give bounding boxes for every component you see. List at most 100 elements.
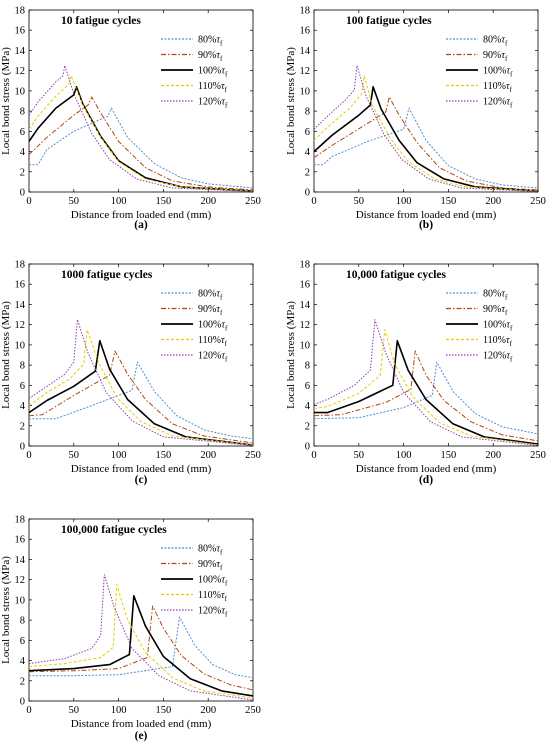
- y-tick-label: 12: [15, 575, 26, 586]
- x-tick-label: 100: [111, 450, 127, 461]
- x-tick-label: 0: [26, 196, 31, 207]
- legend-label-s120: 120%τf: [483, 97, 513, 110]
- y-tick-label: 0: [305, 188, 310, 199]
- series-line-s80: [29, 616, 253, 679]
- y-tick-label: 0: [20, 697, 25, 708]
- x-tick-label: 200: [485, 450, 501, 461]
- legend-label-s100: 100%τf: [483, 66, 513, 79]
- legend-label-s90: 90%τf: [198, 559, 223, 572]
- plot-frame: [313, 9, 539, 193]
- y-tick-label: 6: [20, 127, 25, 138]
- chart-title: 10,000 fatigue cycles: [346, 269, 446, 281]
- series-line-s120: [29, 319, 253, 446]
- panel-label: (c): [135, 474, 148, 486]
- x-tick-label: 0: [26, 450, 31, 461]
- series-line-s110: [29, 584, 253, 699]
- plot-frame: [28, 518, 254, 702]
- y-tick-label: 6: [20, 381, 25, 392]
- x-axis-label: Distance from loaded end (mm): [71, 718, 212, 730]
- series-line-s90: [314, 350, 538, 442]
- y-tick-label: 2: [305, 421, 310, 432]
- panel-label: (b): [419, 219, 433, 231]
- legend-label-s120: 120%τf: [198, 606, 228, 619]
- x-tick-label: 50: [69, 705, 80, 716]
- x-tick-label: 250: [245, 450, 261, 461]
- chart-panel: 0 50 100 150 200 250 0 2 4 6 8 10 12 14 16 18 Distance f…: [0, 515, 261, 743]
- y-axis-label: Local bond stress (MPa): [285, 301, 297, 409]
- y-tick-label: 0: [20, 442, 25, 453]
- series-line-s90: [29, 605, 253, 691]
- x-tick-label: 200: [485, 196, 501, 207]
- legend-label-s80: 80%τf: [483, 35, 508, 48]
- legend-label-s120: 120%τf: [198, 351, 228, 364]
- x-tick-label: 150: [156, 196, 172, 207]
- y-tick-label: 14: [300, 300, 311, 311]
- y-tick-label: 18: [15, 260, 26, 271]
- x-tick-label: 100: [396, 196, 412, 207]
- y-tick-label: 10: [300, 86, 311, 97]
- legend-label-s90: 90%τf: [198, 50, 223, 63]
- legend-label-s100: 100%τf: [483, 320, 513, 333]
- panel-label: (a): [134, 219, 148, 231]
- chart-panel: 0 50 100 150 200 250 0 2 4 6 8 10 12 14 16 18 Distance f…: [0, 6, 261, 232]
- y-tick-label: 18: [15, 515, 26, 526]
- series-line-s100: [29, 339, 253, 446]
- y-tick-label: 16: [15, 280, 26, 291]
- series-line-s90: [314, 96, 538, 191]
- y-tick-label: 16: [15, 26, 26, 37]
- series-line-s80: [29, 107, 253, 189]
- series-line-s90: [29, 96, 253, 191]
- y-tick-label: 10: [300, 340, 311, 351]
- y-tick-label: 12: [300, 320, 311, 331]
- series-line-s110: [314, 329, 538, 446]
- x-tick-label: 100: [111, 196, 127, 207]
- y-axis-label: Local bond stress (MPa): [285, 47, 297, 155]
- chart-title: 1000 fatigue cycles: [61, 269, 153, 281]
- y-tick-label: 14: [15, 555, 26, 566]
- y-tick-label: 4: [20, 401, 26, 412]
- y-tick-label: 10: [15, 595, 26, 606]
- x-tick-label: 50: [354, 450, 365, 461]
- legend-label-s90: 90%τf: [483, 50, 508, 63]
- x-tick-label: 50: [354, 196, 365, 207]
- x-tick-label: 200: [200, 196, 216, 207]
- x-tick-label: 50: [69, 196, 80, 207]
- x-tick-label: 250: [530, 196, 546, 207]
- y-tick-label: 18: [300, 260, 311, 271]
- y-axis-label: Local bond stress (MPa): [0, 301, 12, 409]
- y-tick-label: 14: [15, 300, 26, 311]
- y-tick-label: 0: [20, 188, 25, 199]
- x-tick-label: 100: [396, 450, 412, 461]
- panel-label: (d): [419, 474, 433, 486]
- legend-label-s100: 100%τf: [198, 320, 228, 333]
- y-tick-label: 8: [20, 361, 25, 372]
- y-tick-label: 4: [20, 656, 26, 667]
- series-line-s80: [314, 361, 538, 435]
- y-tick-label: 8: [305, 107, 310, 118]
- chart-title: 100,000 fatigue cycles: [61, 524, 167, 536]
- y-tick-label: 16: [15, 535, 26, 546]
- y-tick-label: 2: [20, 167, 25, 178]
- x-tick-label: 150: [441, 196, 457, 207]
- x-tick-label: 150: [156, 705, 172, 716]
- x-axis-label: Distance from loaded end (mm): [356, 209, 497, 221]
- y-tick-label: 18: [300, 6, 311, 17]
- series-line-s110: [29, 75, 253, 192]
- legend-label-s90: 90%τf: [483, 304, 508, 317]
- x-tick-label: 250: [245, 196, 261, 207]
- y-tick-label: 2: [20, 421, 25, 432]
- legend-label-s80: 80%τf: [198, 289, 223, 302]
- chart-panel: 0 50 100 150 200 250 0 2 4 6 8 10 12 14 16 18 Distance f…: [0, 260, 261, 487]
- series-line-s110: [314, 75, 538, 192]
- legend-label-s80: 80%τf: [198, 35, 223, 48]
- series-line-s100: [29, 86, 253, 192]
- x-tick-label: 150: [156, 450, 172, 461]
- series-line-s100: [29, 594, 253, 697]
- x-tick-label: 50: [69, 450, 80, 461]
- y-axis-label: Local bond stress (MPa): [0, 47, 12, 155]
- legend-label-s110: 110%τf: [198, 335, 228, 348]
- legend-label-s80: 80%τf: [483, 289, 508, 302]
- y-tick-label: 8: [20, 107, 25, 118]
- legend-label-s110: 110%τf: [198, 81, 228, 94]
